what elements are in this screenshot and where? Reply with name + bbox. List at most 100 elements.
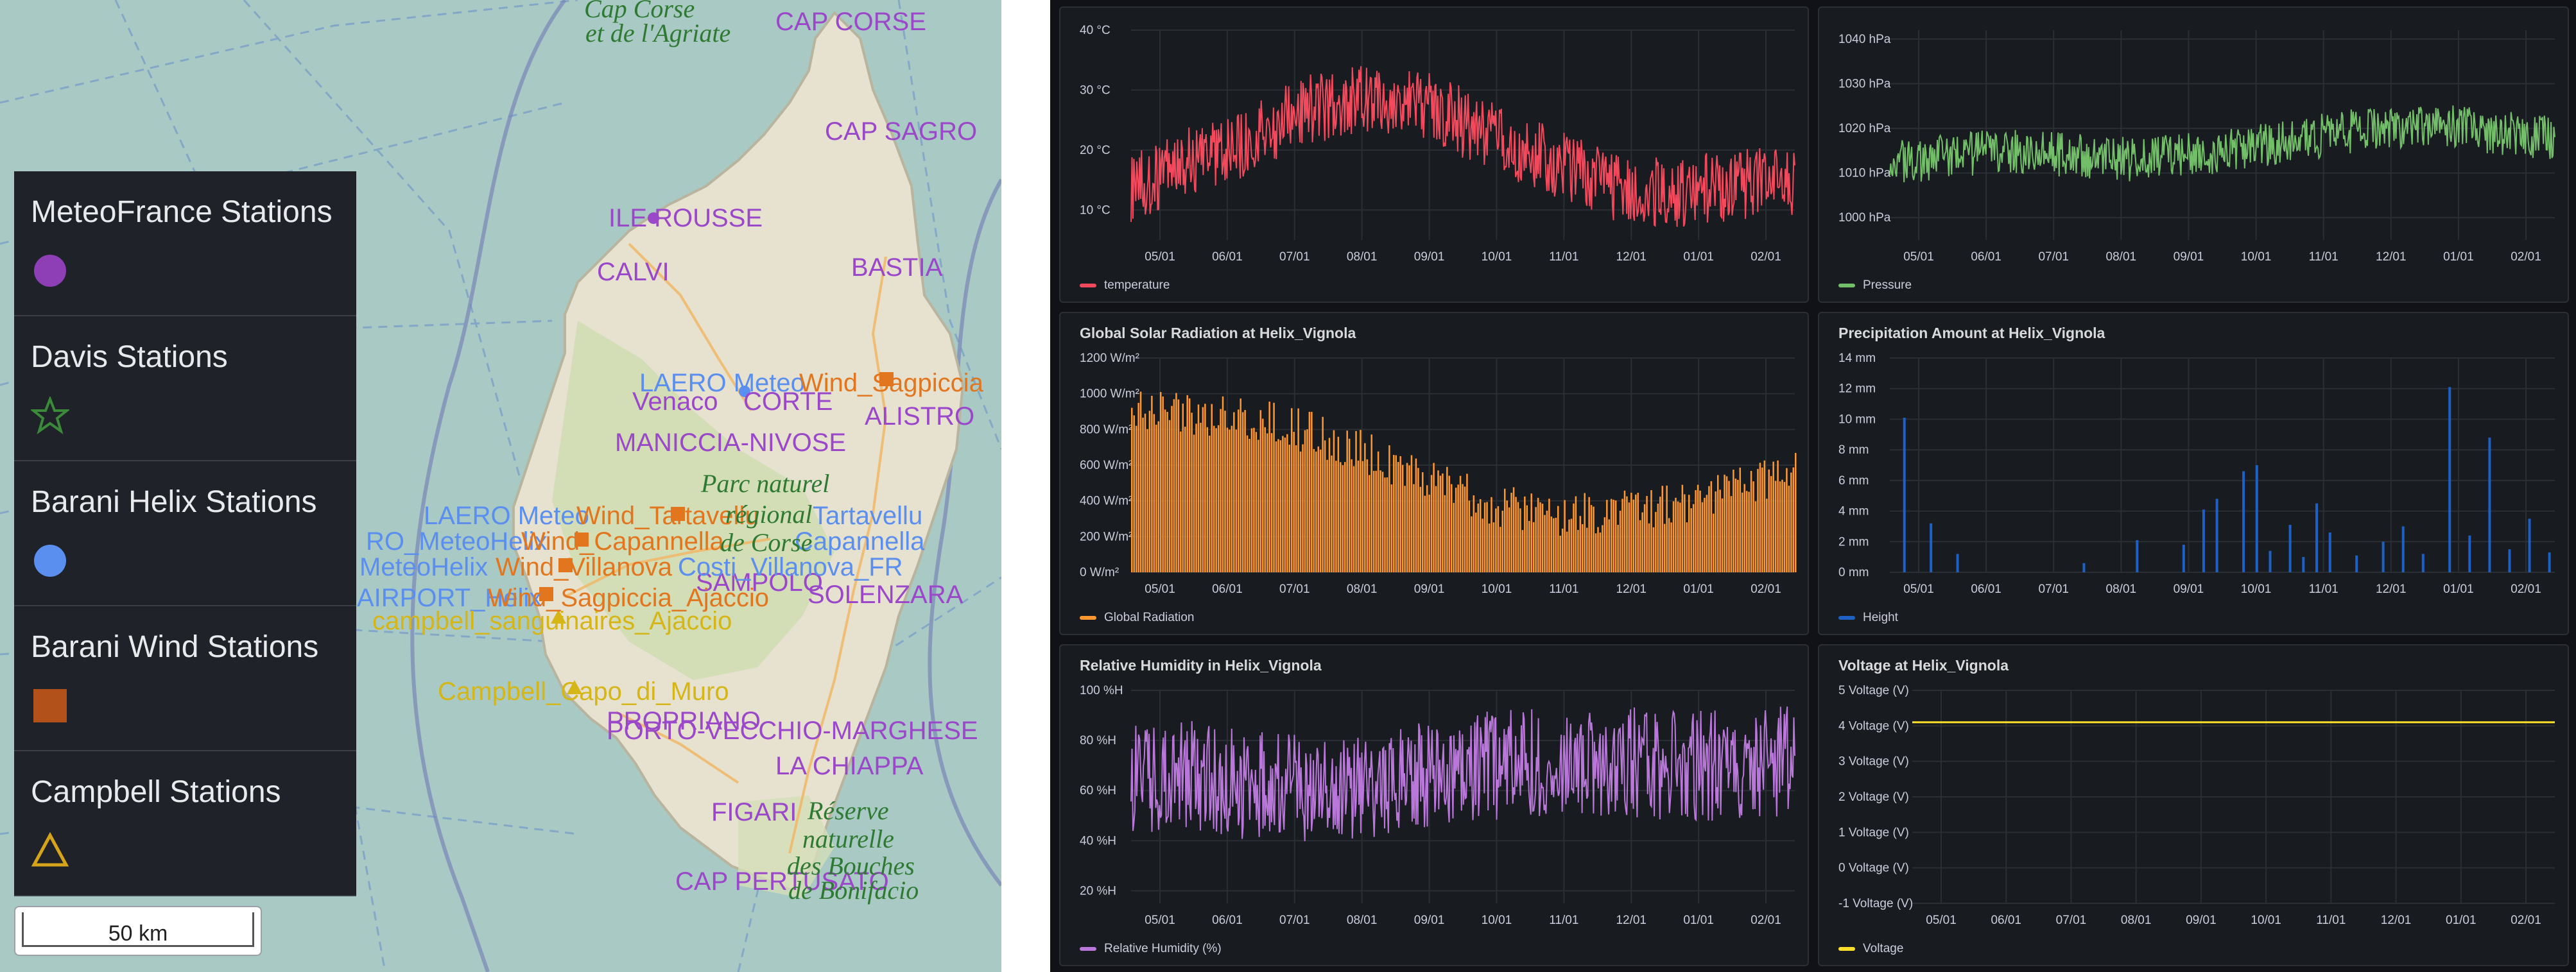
y-tick-label: 60 %H [1080, 784, 1116, 797]
map-place-label: Wind_Sagpiccia_Ajaccio [488, 584, 770, 612]
x-tick-label: 10/01 [2241, 583, 2272, 596]
y-tick-label: 1000 hPa [1838, 211, 1891, 225]
legend-item[interactable]: Campbell Stations [14, 751, 356, 896]
chart-bar [1171, 405, 1173, 572]
chart-bar [1766, 499, 1768, 572]
chart-bar [1548, 499, 1550, 572]
chart-bar [1361, 461, 1364, 572]
legend-label: Barani Helix Stations [31, 485, 317, 519]
x-tick-label: 11/01 [2309, 250, 2338, 264]
chart-bar [1716, 475, 1719, 572]
chart-bar [1324, 440, 1326, 572]
station-map[interactable]: CAP CORSE CAP SAGRO ILE ROUSSE CALVI BASTIA V… [0, 0, 1001, 972]
chart-bar [1200, 422, 1202, 572]
chart-bar [1690, 508, 1692, 572]
series-legend[interactable]: Global Radiation [1080, 611, 1194, 625]
panel-temperature[interactable]: 10 °C 20 °C 30 °C 40 °C 05/01 06/01 07/01 08/01… [1059, 6, 1809, 303]
chart-bar [1659, 497, 1661, 572]
chart-bar [1146, 429, 1148, 572]
chart-bar [1708, 486, 1710, 572]
chart-bar [1442, 473, 1444, 572]
map-place-label: Wind_Tartavellu [576, 502, 759, 530]
map-place-label: de Corse [720, 528, 813, 557]
legend-item[interactable]: MeteoFrance Stations [14, 171, 356, 316]
chart-bar [1610, 499, 1612, 572]
chart-bar [1404, 486, 1406, 572]
chart-solar: 0 W/m² 200 W/m² 400 W/m² 600 W/m² 800 W/m² 10… [1080, 352, 1797, 596]
chart-bar [1608, 519, 1611, 572]
chart-bar [1370, 434, 1372, 572]
chart-bar [1157, 421, 1159, 572]
x-tick-label: 06/01 [1212, 250, 1243, 264]
x-tick-label: 07/01 [2038, 583, 2069, 596]
panel-voltage[interactable]: Voltage at Helix_Vignola -1 Voltage (V) 0 … [1818, 644, 2569, 966]
chart-bar [1308, 411, 1311, 572]
chart-bar [1322, 416, 1324, 572]
series-legend[interactable]: Pressure [1838, 278, 1912, 293]
y-tick-label: -1 Voltage (V) [1838, 897, 1913, 910]
series-line [1889, 105, 2555, 183]
legend-swatch [1838, 284, 1855, 287]
chart-bar [1457, 484, 1459, 572]
chart-bar [2202, 509, 2205, 572]
y-tick-label: 1020 hPa [1838, 122, 1891, 135]
panel-humidity[interactable]: Relative Humidity in Helix_Vignola 20 %H 4… [1059, 644, 1809, 966]
chart-bar [1453, 502, 1455, 572]
series-legend[interactable]: Height [1838, 611, 1898, 625]
legend-item[interactable]: Barani Wind Stations [14, 606, 356, 751]
chart-bar [1506, 500, 1508, 572]
legend-text: temperature [1104, 278, 1170, 292]
panel-solar-radiation[interactable]: Global Solar Radiation at Helix_Vignola 0… [1059, 312, 1809, 635]
y-tick-label: 14 mm [1838, 352, 1876, 365]
panel-pressure[interactable]: 1000 hPa 1010 hPa 1020 hPa 1030 hPa 1040 hPa… [1818, 6, 2569, 303]
chart-bar [1790, 472, 1792, 572]
y-tick-label: 3 Voltage (V) [1838, 755, 1909, 769]
panel-precipitation[interactable]: Precipitation Amount at Helix_Vignola 0 m… [1818, 312, 2569, 635]
x-tick-label: 10/01 [1482, 250, 1512, 264]
chart-bar [1393, 455, 1395, 572]
chart-bar [1715, 491, 1717, 572]
x-tick-label: 01/01 [1683, 914, 1714, 927]
x-tick-label: 08/01 [2106, 250, 2137, 264]
chart-bar [1779, 481, 1781, 572]
chart-bar [1783, 482, 1786, 572]
chart-bar [1675, 497, 1677, 572]
chart-bar [1710, 481, 1713, 572]
y-tick-label: 40 °C [1080, 24, 1111, 37]
chart-bar [1497, 506, 1500, 572]
chart-bar [1195, 423, 1197, 572]
chart-bar [1360, 430, 1361, 572]
chart-bar [1419, 486, 1422, 572]
chart-bar [1759, 463, 1761, 572]
map-place-label: Campbell_Capo_di_Muro [438, 678, 729, 706]
x-tick-label: 01/01 [1683, 583, 1714, 596]
series-legend[interactable]: Voltage [1838, 942, 1903, 956]
chart-bar [1614, 500, 1617, 572]
map-place-label: ALISTRO [865, 402, 975, 431]
legend-item[interactable]: Davis Stations [14, 316, 356, 461]
x-tick-label: 10/01 [1482, 583, 1512, 596]
chart-bar [1695, 490, 1697, 572]
chart-bar [1459, 475, 1462, 572]
x-tick-label: 02/01 [2511, 583, 2541, 596]
legend-item[interactable]: Barani Helix Stations [14, 461, 356, 606]
chart-bar [2528, 518, 2531, 572]
chart-bar [1313, 448, 1315, 572]
map-legend: MeteoFrance Stations Davis Stations Barani… [14, 171, 356, 896]
square-icon [33, 689, 67, 722]
chart-bar [1275, 441, 1277, 572]
map-place-label: CALVI [597, 258, 670, 286]
chart-bar [1258, 439, 1259, 572]
series-legend[interactable]: Relative Humidity (%) [1080, 942, 1222, 956]
legend-label: Davis Stations [31, 340, 228, 374]
chart-bar [2508, 549, 2511, 572]
chart-bar [1410, 455, 1413, 572]
y-tick-label: 600 W/m² [1080, 459, 1132, 472]
chart-bar [1661, 486, 1664, 572]
y-tick-label: 20 °C [1080, 144, 1111, 157]
x-tick-label: 09/01 [1414, 914, 1445, 927]
series-legend[interactable]: temperature [1080, 278, 1170, 293]
chart-bar [1241, 412, 1244, 572]
chart-bar [1491, 497, 1492, 572]
chart-bar [1733, 469, 1734, 572]
